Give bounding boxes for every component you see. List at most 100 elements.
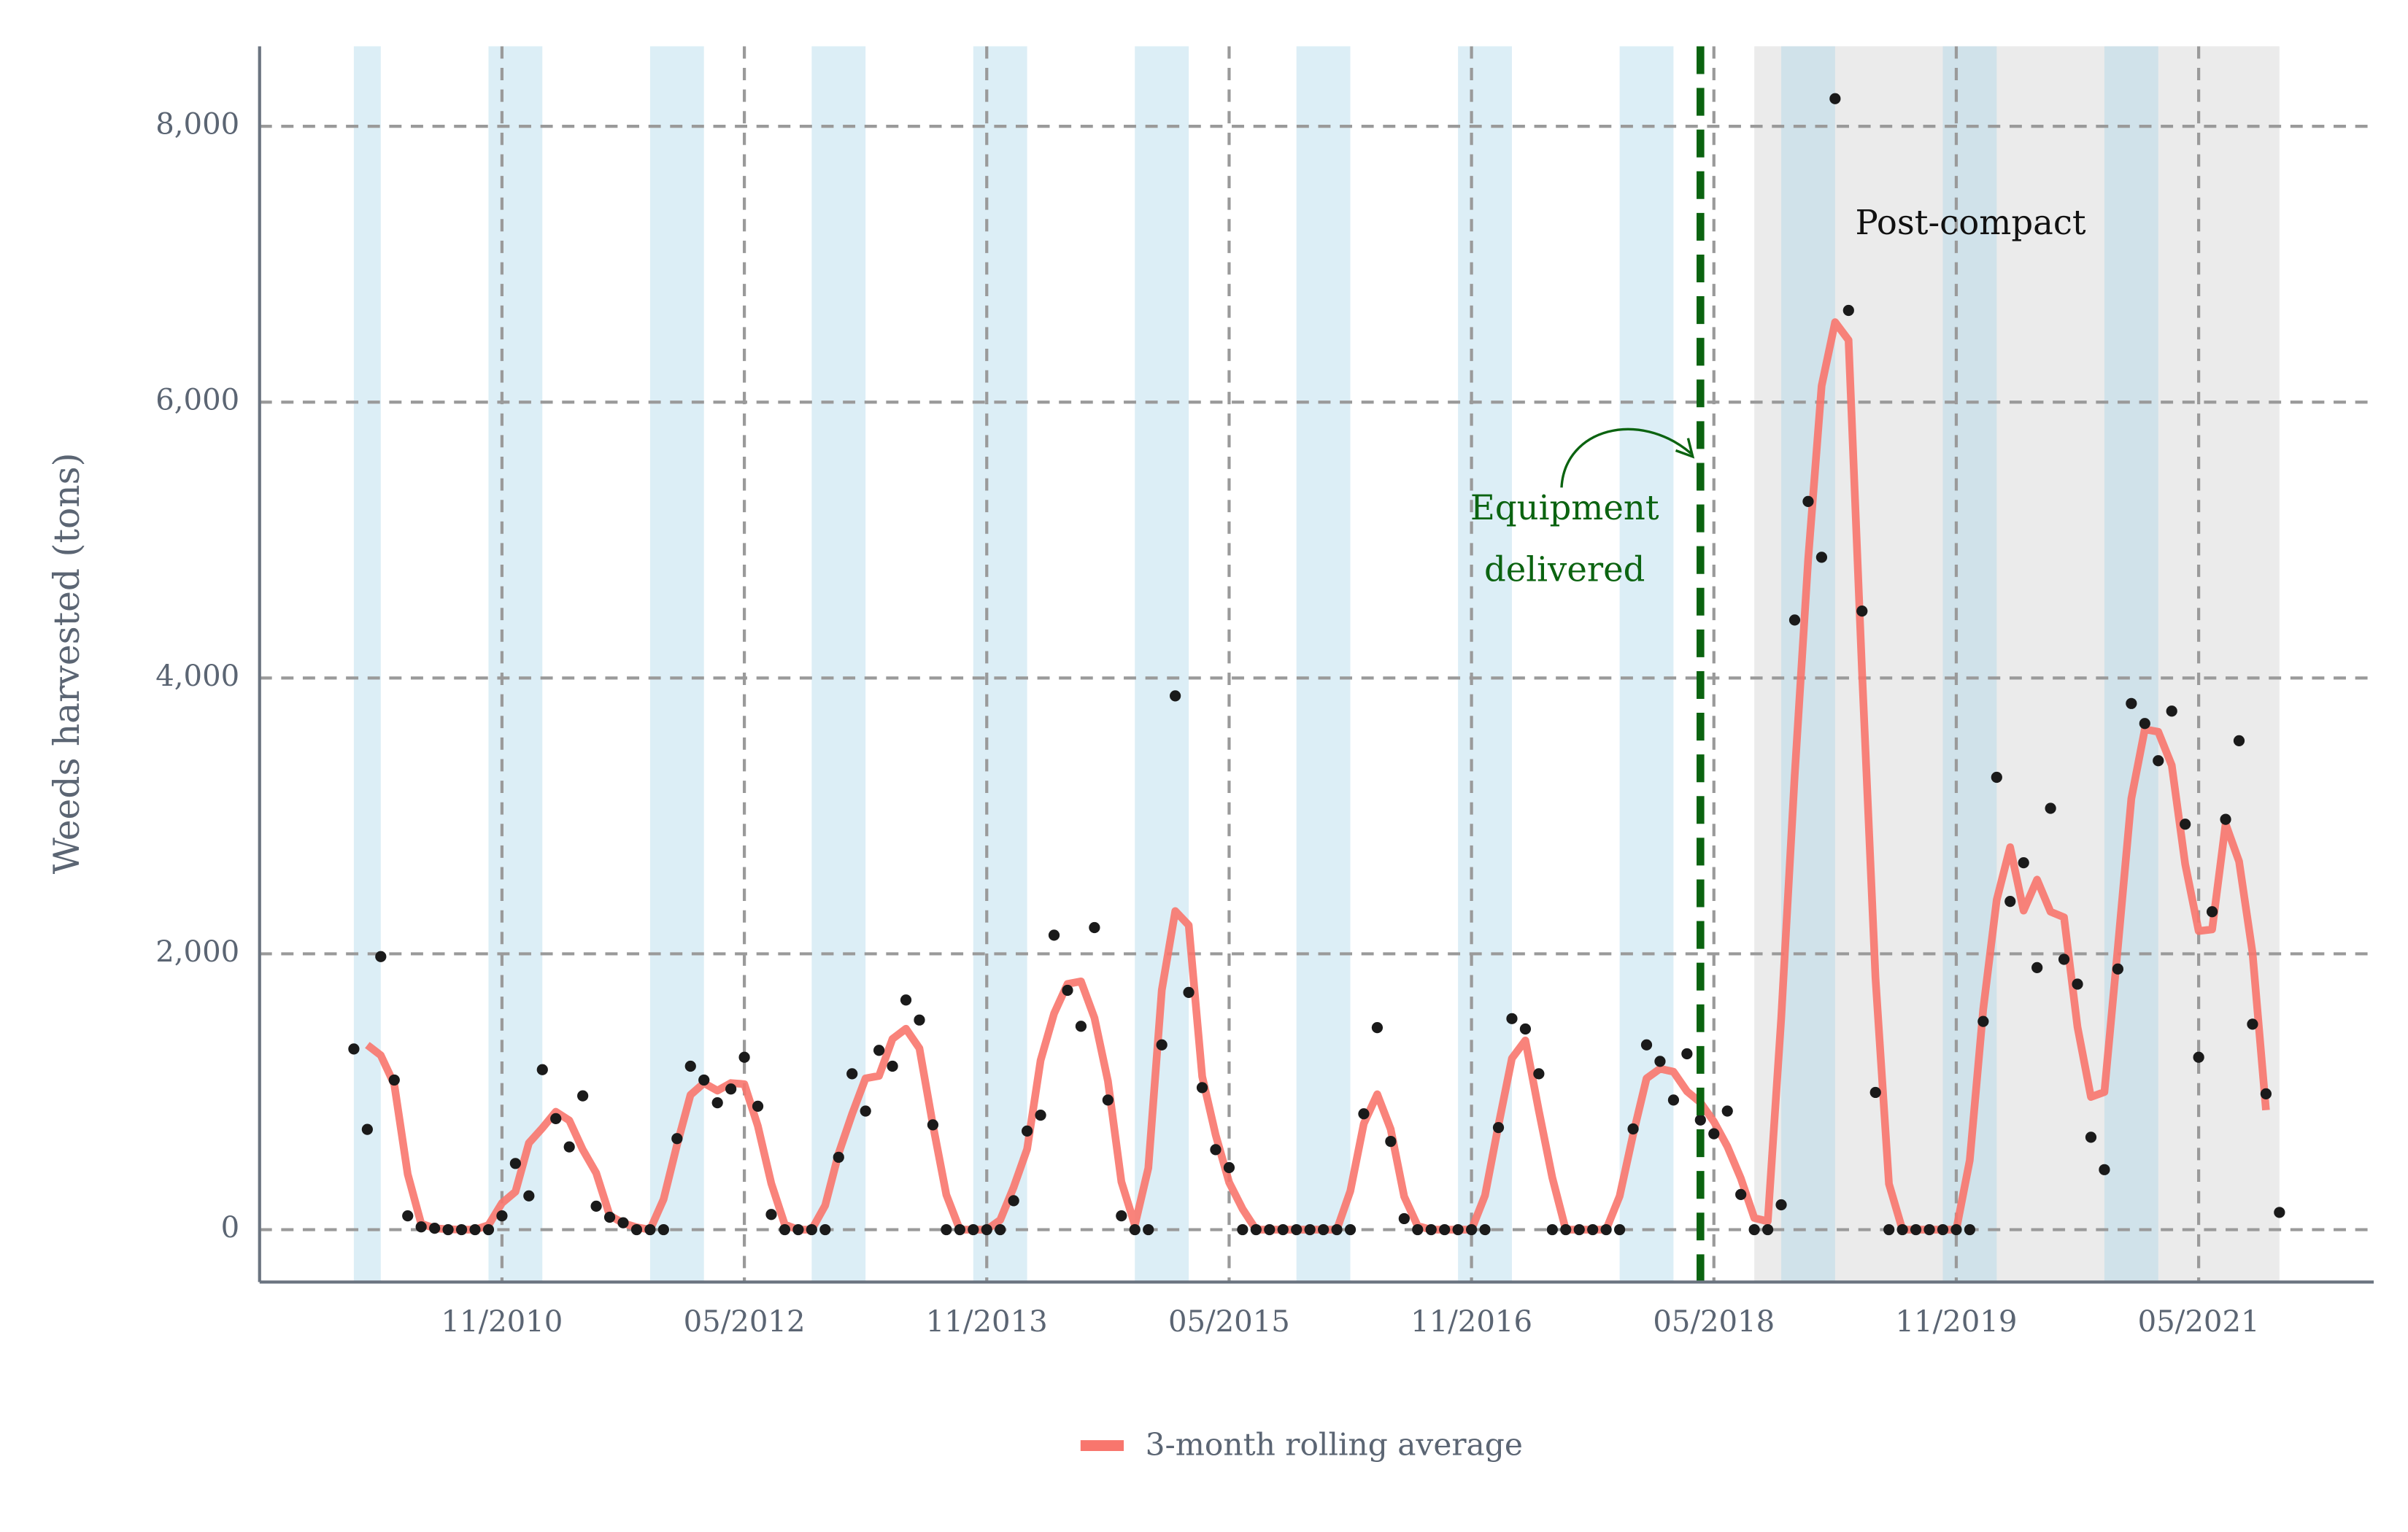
- x-tick-label: 05/2018: [1653, 1305, 1775, 1339]
- data-point: [968, 1223, 979, 1236]
- x-tick-label: 05/2015: [1168, 1305, 1290, 1339]
- data-point: [1196, 1082, 1208, 1094]
- x-tick-label: 11/2010: [441, 1305, 563, 1339]
- shaded-period: [1458, 46, 1512, 1283]
- data-point: [1129, 1223, 1141, 1236]
- data-point: [2180, 819, 2191, 830]
- data-point: [873, 1045, 885, 1056]
- data-point: [1815, 552, 1828, 563]
- data-point: [1761, 1223, 1774, 1236]
- data-point: [1237, 1223, 1249, 1236]
- data-point: [1654, 1056, 1666, 1067]
- data-point: [1748, 1223, 1760, 1236]
- data-point: [644, 1223, 656, 1236]
- data-point: [2018, 857, 2029, 869]
- data-point: [657, 1223, 669, 1236]
- data-point: [954, 1223, 965, 1236]
- data-point: [1156, 1039, 1168, 1051]
- data-point: [590, 1200, 602, 1212]
- data-point: [684, 1060, 696, 1072]
- data-point: [860, 1105, 871, 1117]
- data-point: [429, 1223, 441, 1234]
- data-point: [1465, 1223, 1478, 1236]
- data-point: [1277, 1223, 1289, 1236]
- data-point: [1802, 495, 1814, 507]
- data-point: [1291, 1223, 1303, 1236]
- event-label: delivered: [1484, 550, 1645, 589]
- shaded-period: [1296, 46, 1351, 1283]
- data-point: [2153, 755, 2164, 767]
- data-point: [1317, 1223, 1330, 1236]
- data-point: [1883, 1223, 1895, 1236]
- data-point: [1667, 1094, 1680, 1106]
- data-point: [402, 1210, 414, 1222]
- x-tick-label: 05/2021: [2138, 1305, 2260, 1339]
- data-point: [1412, 1223, 1424, 1236]
- data-point: [563, 1141, 575, 1153]
- data-point: [2139, 718, 2150, 730]
- data-point: [1721, 1105, 1733, 1117]
- data-point: [2004, 895, 2016, 908]
- data-point: [1991, 771, 2002, 784]
- data-point: [442, 1223, 454, 1236]
- data-point: [523, 1190, 535, 1202]
- data-point: [1842, 304, 1854, 317]
- x-tick-label: 11/2013: [926, 1305, 1048, 1339]
- shaded-period: [973, 46, 1027, 1283]
- legend-label: 3-month rolling average: [1146, 1427, 1523, 1463]
- data-point: [1425, 1223, 1437, 1236]
- data-point: [981, 1223, 992, 1236]
- data-point: [698, 1074, 710, 1086]
- data-point: [2193, 1051, 2204, 1063]
- data-point: [1869, 1086, 1881, 1099]
- x-tick-label: 05/2012: [684, 1305, 806, 1339]
- data-point: [995, 1223, 1006, 1236]
- event-arrow: [1560, 428, 1692, 488]
- highlight-period: [1754, 46, 2280, 1283]
- data-point: [550, 1113, 562, 1124]
- data-point: [887, 1060, 898, 1072]
- data-point: [711, 1097, 723, 1109]
- data-point: [1775, 1199, 1787, 1211]
- event-label: Equipment: [1470, 488, 1659, 527]
- data-point: [1143, 1223, 1154, 1236]
- data-point: [2112, 963, 2124, 975]
- data-point: [846, 1068, 858, 1080]
- data-point: [2126, 697, 2137, 709]
- data-point: [1210, 1144, 1222, 1156]
- data-point: [1439, 1223, 1451, 1236]
- data-point: [1600, 1223, 1612, 1236]
- data-point: [482, 1223, 495, 1236]
- data-point: [671, 1133, 683, 1145]
- data-point: [738, 1051, 750, 1063]
- data-point: [765, 1209, 777, 1220]
- data-point: [1708, 1128, 1720, 1140]
- data-point: [1896, 1223, 1908, 1236]
- data-point: [1627, 1123, 1639, 1135]
- highlight-label: Post-compact: [1855, 203, 2085, 242]
- data-point: [536, 1064, 548, 1075]
- data-point: [1385, 1135, 1397, 1148]
- data-point: [361, 1123, 373, 1135]
- data-point: [2099, 1164, 2110, 1175]
- data-point: [1910, 1223, 1922, 1236]
- data-point: [469, 1223, 481, 1236]
- data-point: [455, 1223, 468, 1236]
- data-point: [819, 1223, 831, 1236]
- y-tick-label: 6,000: [155, 384, 239, 417]
- data-point: [725, 1083, 737, 1095]
- data-point: [1533, 1068, 1545, 1080]
- data-point: [1102, 1094, 1114, 1106]
- data-point: [1089, 921, 1100, 934]
- data-point: [914, 1014, 925, 1026]
- shaded-period: [649, 46, 704, 1283]
- data-point: [1398, 1212, 1410, 1225]
- shaded-period: [1942, 46, 1997, 1283]
- data-point: [1075, 1021, 1087, 1032]
- data-point: [2220, 813, 2231, 825]
- data-point: [348, 1043, 360, 1055]
- data-point: [1694, 1114, 1706, 1126]
- data-point: [1977, 1015, 1989, 1027]
- data-point: [2274, 1207, 2285, 1218]
